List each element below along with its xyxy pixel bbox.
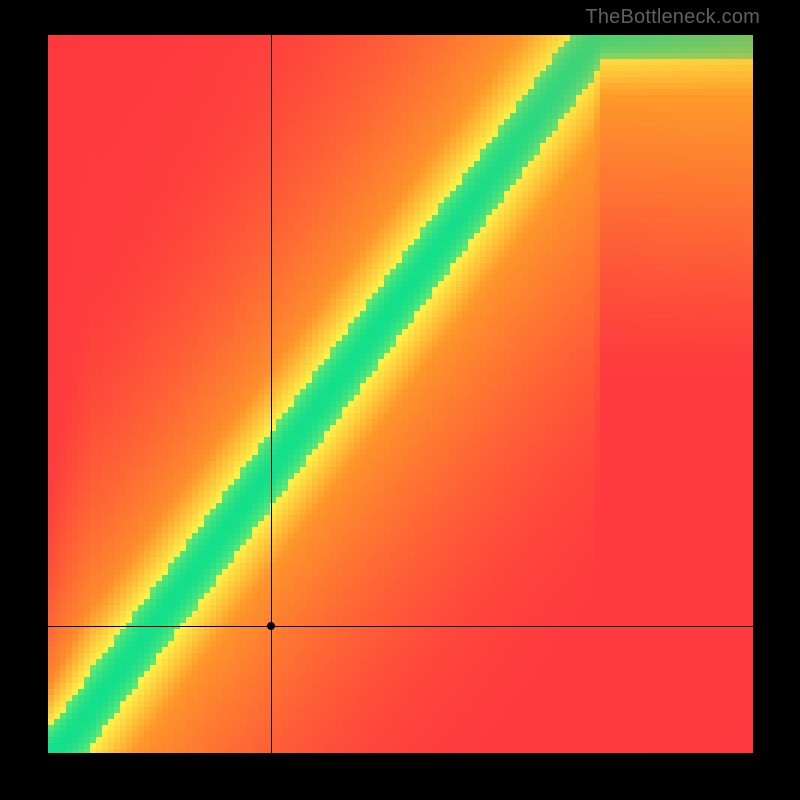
chart-container: TheBottleneck.com [0, 0, 800, 800]
bottleneck-heatmap [48, 35, 753, 753]
crosshair-vertical [271, 35, 272, 753]
watermark-text: TheBottleneck.com [585, 6, 760, 29]
crosshair-horizontal [48, 626, 753, 627]
